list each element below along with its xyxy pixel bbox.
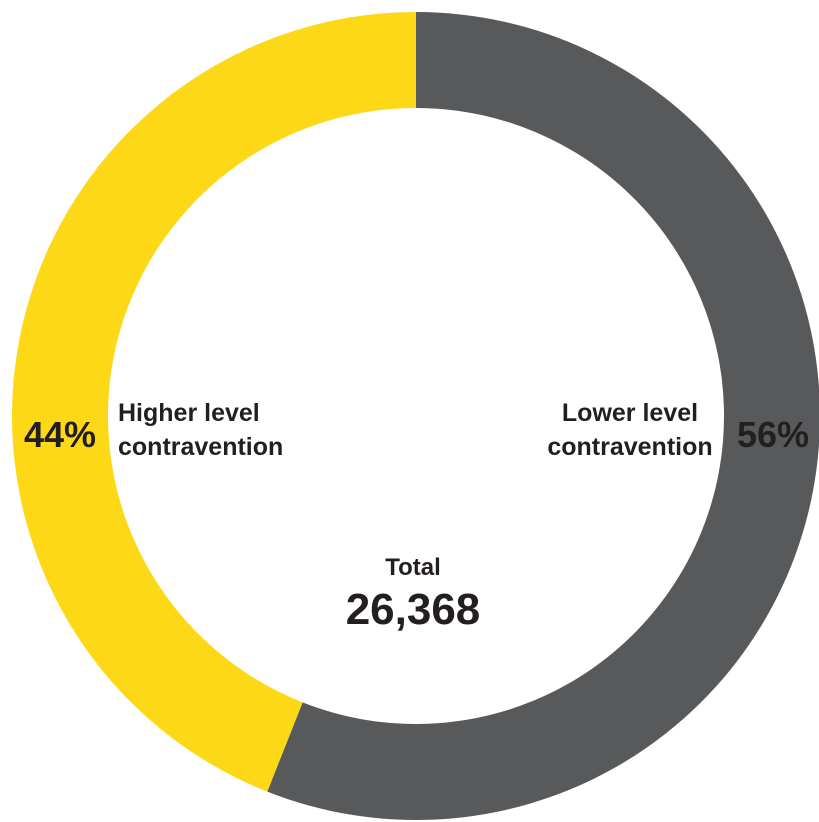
category-label-lower-line2: contravention [547,433,712,461]
total-value: 26,368 [346,585,481,634]
pct-label-lower: 56% [737,414,809,455]
category-label-higher-line2: contravention [118,433,283,461]
donut-slice-higher-level [11,12,417,792]
donut-slices [11,12,819,820]
category-label-higher-line1: Higher level [118,399,260,427]
total-label: Total [385,554,441,581]
donut-slice-lower-level [267,12,819,820]
pct-label-higher: 44% [24,414,96,455]
category-label-lower-line1: Lower level [562,399,698,427]
